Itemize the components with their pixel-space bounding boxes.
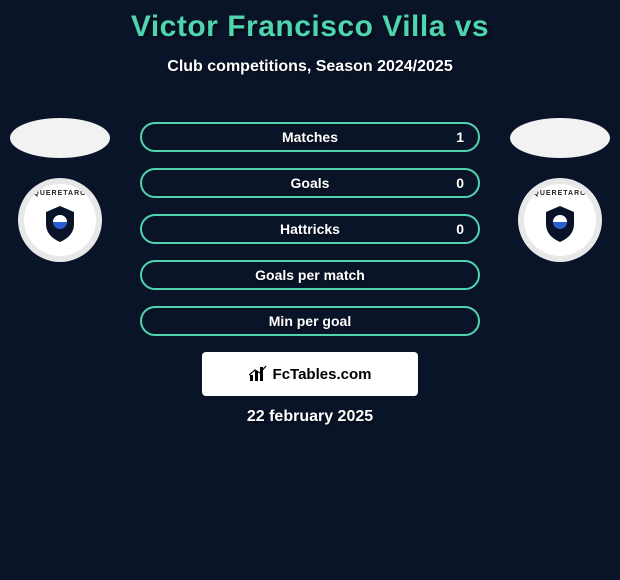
club-arc-text: QUERETARO — [24, 190, 96, 197]
player-avatar-left — [10, 118, 110, 158]
stat-row-min-per-goal: Min per goal — [140, 306, 480, 336]
brand-text: FcTables.com — [273, 366, 372, 383]
stat-row-hattricks: Hattricks 0 — [140, 214, 480, 244]
stat-value-right: 0 — [456, 175, 464, 191]
stat-label: Hattricks — [142, 221, 478, 237]
stat-label: Matches — [142, 129, 478, 145]
club-badge-inner: QUERETARO — [524, 184, 596, 256]
club-arc-text: QUERETARO — [524, 190, 596, 197]
stat-row-goals-per-match: Goals per match — [140, 260, 480, 290]
bar-chart-icon — [249, 365, 267, 383]
page-subtitle: Club competitions, Season 2024/2025 — [0, 58, 620, 76]
shield-icon — [542, 204, 578, 244]
brand-watermark: FcTables.com — [202, 352, 418, 396]
footer-date: 22 february 2025 — [0, 408, 620, 426]
stat-row-goals: Goals 0 — [140, 168, 480, 198]
stat-row-matches: Matches 1 — [140, 122, 480, 152]
stats-container: Matches 1 Goals 0 Hattricks 0 Goals per … — [140, 122, 480, 352]
club-badge-left: QUERETARO — [18, 178, 102, 262]
stat-value-right: 1 — [456, 129, 464, 145]
club-badge-inner: QUERETARO — [24, 184, 96, 256]
stat-label: Min per goal — [142, 313, 478, 329]
stat-value-right: 0 — [456, 221, 464, 237]
club-badge-right: QUERETARO — [518, 178, 602, 262]
shield-icon — [42, 204, 78, 244]
player-avatar-right — [510, 118, 610, 158]
comparison-card: Victor Francisco Villa vs Club competiti… — [0, 0, 620, 580]
stat-label: Goals — [142, 175, 478, 191]
stat-label: Goals per match — [142, 267, 478, 283]
page-title: Victor Francisco Villa vs — [0, 0, 620, 44]
